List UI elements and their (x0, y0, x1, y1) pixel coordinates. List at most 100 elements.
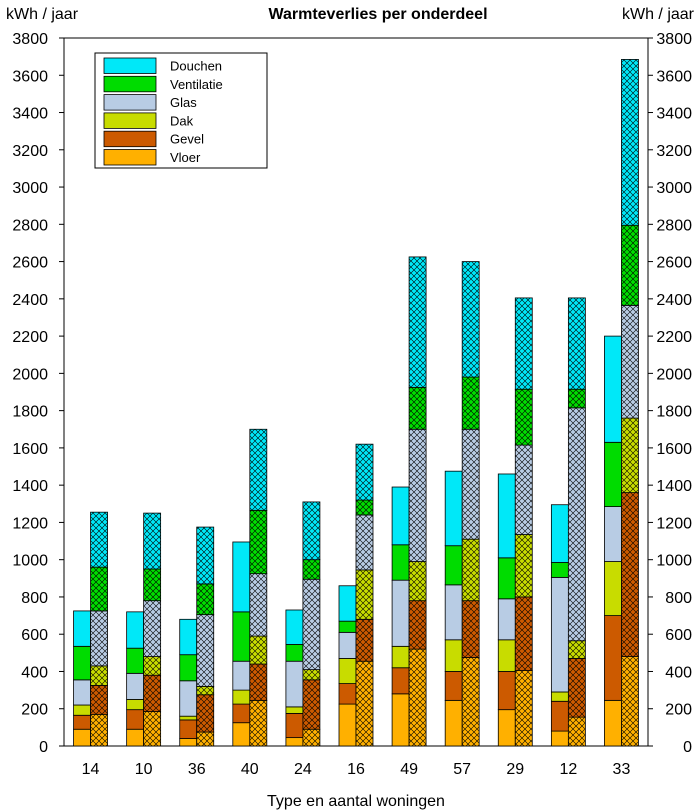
bar-segment-gevel-plain-29 (497, 671, 516, 711)
bar-segment-douchen-plain-14 (73, 610, 91, 647)
y-axis-left: 0 200 400 600 800 1000 1200 1400 1600 1800 2000 220… (12, 31, 64, 756)
y-tick-label-left: 3800 (12, 31, 48, 48)
bar-hatch-dak-12 (568, 640, 586, 659)
bar-segment-vloer-plain-33 (604, 699, 622, 747)
bar-hatch-dak-40 (249, 636, 267, 665)
bar-segment-vloer-plain-36 (179, 738, 198, 747)
bar-segment-glas-plain-12 (550, 576, 569, 693)
bar-hatch-douchen-14 (90, 512, 108, 568)
y-tick-label-right: 2000 (656, 366, 692, 383)
bar-hatch-ventilatie-49 (409, 387, 427, 430)
bar-hatch-douchen-29 (515, 297, 533, 390)
bar-segment-dak-plain-36 (179, 715, 198, 721)
bar-hatch-gevel-14 (90, 685, 108, 715)
bar-segment-glas-plain-24 (285, 660, 304, 708)
bar-segment-gevel-plain-40 (232, 703, 251, 724)
bar-segment-vloer-plain-12 (550, 730, 569, 747)
bar-segment-gevel-plain-33 (604, 615, 622, 701)
y-tick-label-right: 3200 (656, 143, 692, 160)
legend-swatch-gevel (103, 130, 157, 148)
bar-hatch-ventilatie-14 (90, 567, 108, 611)
legend-label-glas: Glas (170, 95, 197, 110)
bar-hatch-gevel-10 (143, 675, 161, 712)
legend-label-vloer: Vloer (170, 150, 201, 165)
bar-segment-douchen-plain-24 (285, 609, 304, 645)
bar-segment-vloer-plain-40 (232, 722, 251, 747)
bar-hatch-glas-24 (302, 579, 320, 670)
bar-hatch-ventilatie-16 (356, 500, 373, 515)
bar-hatch-douchen-36 (196, 527, 214, 584)
bar-segment-dak-plain-14 (73, 704, 91, 716)
legend-label-dak: Dak (170, 113, 194, 128)
bar-segment-gevel-plain-16 (338, 683, 357, 705)
bar-hatch-dak-24 (302, 669, 320, 680)
y-tick-label-right: 2200 (656, 329, 692, 346)
x-tick-label-36: 36 (188, 761, 206, 778)
bar-hatch-glas-12 (568, 407, 586, 641)
bar-hatch-glas-10 (143, 600, 161, 657)
bar-segment-gevel-plain-36 (179, 719, 198, 739)
bar-segment-glas-plain-29 (497, 598, 516, 641)
bar-segment-ventilatie-plain-36 (179, 654, 198, 682)
y-tick-label-left: 1200 (12, 515, 48, 532)
bar-hatch-ventilatie-24 (302, 559, 320, 580)
bar-segment-ventilatie-plain-12 (550, 562, 569, 578)
bar-segment-dak-plain-16 (338, 658, 357, 684)
y-axis-unit-left: kWh / jaar (6, 6, 79, 23)
y-tick-label-right: 3400 (656, 106, 692, 123)
bar-segment-ventilatie-plain-14 (73, 645, 91, 681)
bar-segment-douchen-plain-57 (444, 470, 463, 547)
bar-segment-dak-plain-49 (391, 645, 410, 669)
y-tick-label-right: 400 (665, 664, 692, 681)
bar-hatch-glas-16 (356, 514, 373, 570)
bar-hatch-douchen-57 (462, 261, 480, 378)
x-tick-label-24: 24 (294, 761, 312, 778)
bar-hatch-ventilatie-36 (196, 583, 214, 615)
bar-hatch-dak-33 (621, 418, 639, 493)
bar-hatch-glas-33 (621, 305, 639, 419)
legend-swatch-douchen (103, 57, 157, 74)
legend-swatch-dak (103, 112, 157, 129)
y-tick-label-left: 1400 (12, 478, 48, 495)
legend: Douchen Ventilatie Glas Dak Gevel Vloer (94, 52, 268, 169)
bar-hatch-dak-36 (196, 686, 214, 695)
bar-segment-ventilatie-plain-33 (604, 441, 622, 507)
bar-hatch-gevel-36 (196, 694, 214, 733)
bar-hatch-ventilatie-57 (462, 377, 480, 430)
bar-hatch-dak-57 (462, 539, 480, 601)
bar-segment-dak-plain-29 (497, 639, 516, 672)
legend-label-douchen: Douchen (170, 59, 222, 74)
bar-hatch-vloer-57 (462, 657, 480, 746)
chart-title: Warmteverlies per onderdeel (268, 6, 487, 23)
bar-hatch-gevel-16 (356, 619, 373, 662)
bar-hatch-vloer-24 (302, 729, 320, 746)
bar-hatch-vloer-40 (249, 700, 267, 746)
bar-hatch-dak-29 (515, 534, 533, 597)
bar-segment-vloer-plain-16 (338, 703, 357, 747)
y-tick-label-right: 3600 (656, 68, 692, 85)
bar-hatch-glas-57 (462, 429, 480, 540)
bar-hatch-douchen-24 (302, 501, 320, 560)
y-tick-label-left: 1800 (12, 404, 48, 421)
bar-segment-glas-plain-49 (391, 579, 410, 647)
bar-hatch-gevel-40 (249, 664, 267, 701)
bar-hatch-vloer-10 (143, 711, 161, 746)
bar-hatch-vloer-14 (90, 714, 108, 746)
bar-segment-vloer-plain-49 (391, 693, 410, 747)
y-tick-label-right: 3000 (656, 180, 692, 197)
y-tick-label-left: 3200 (12, 143, 48, 160)
bar-segment-dak-plain-24 (285, 706, 304, 714)
legend-label-ventilatie: Ventilatie (170, 77, 223, 92)
x-tick-label-33: 33 (613, 761, 631, 778)
bar-hatch-dak-10 (143, 656, 161, 676)
legend-swatch-vloer (103, 149, 157, 166)
bar-hatch-ventilatie-29 (515, 389, 533, 446)
bar-segment-dak-plain-33 (604, 561, 622, 616)
bar-segment-vloer-plain-29 (497, 709, 516, 747)
bar-segment-dak-plain-57 (444, 639, 463, 672)
y-tick-label-left: 3000 (12, 180, 48, 197)
y-tick-label-left: 0 (39, 739, 48, 756)
y-tick-label-right: 200 (665, 702, 692, 719)
y-tick-label-left: 3600 (12, 68, 48, 85)
